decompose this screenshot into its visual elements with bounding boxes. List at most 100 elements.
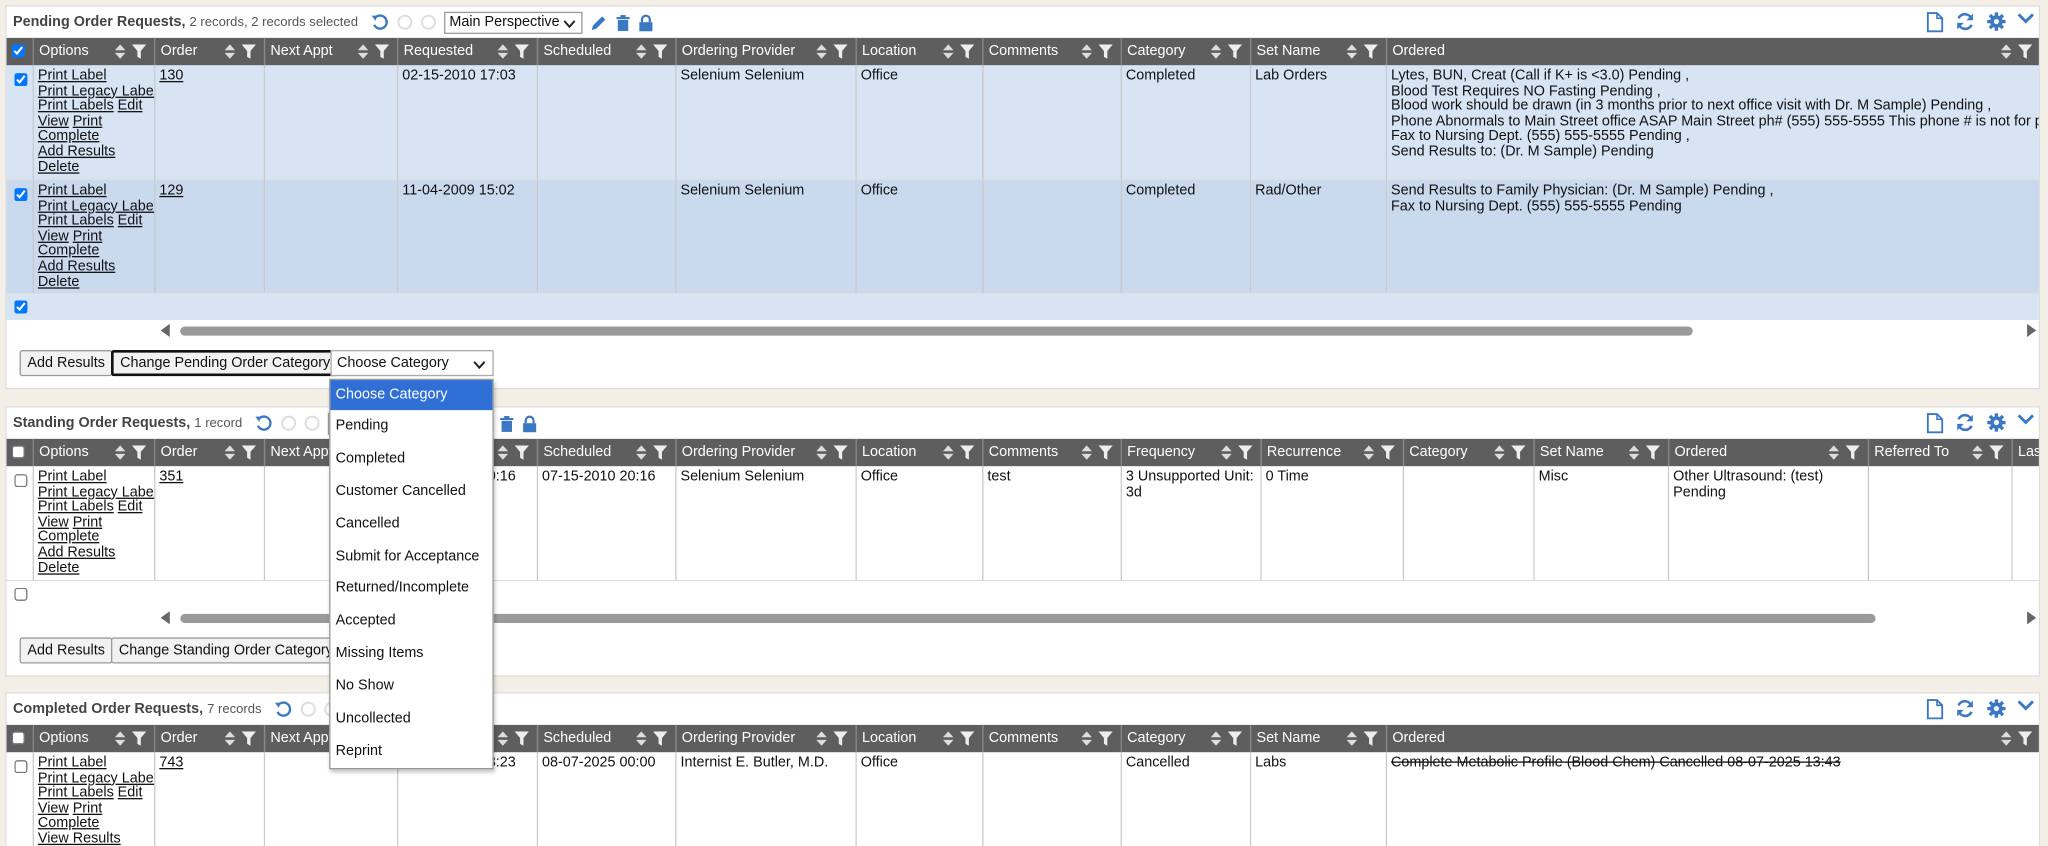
- chev-button[interactable]: [2017, 413, 2035, 426]
- row-checkbox[interactable]: [14, 73, 28, 87]
- action-button[interactable]: Change Standing Order Category: [111, 637, 341, 664]
- option-link[interactable]: Print Labels: [37, 785, 114, 801]
- category-select[interactable]: Choose Category: [330, 350, 494, 377]
- dropdown-option[interactable]: Cancelled: [335, 515, 400, 532]
- sort-icon[interactable]: [816, 44, 827, 59]
- sort-icon[interactable]: [1972, 445, 1983, 460]
- delete-button[interactable]: [500, 415, 516, 432]
- filter-icon[interactable]: [241, 445, 256, 460]
- option-link[interactable]: Print Labels: [37, 499, 114, 515]
- chev-button[interactable]: [2017, 12, 2035, 25]
- option-link[interactable]: Print Legacy Label: [37, 83, 156, 99]
- sort-icon[interactable]: [497, 731, 509, 746]
- sort-icon[interactable]: [1494, 445, 1505, 460]
- option-link[interactable]: View Results: [37, 830, 121, 846]
- column-header[interactable]: Order: [155, 37, 266, 66]
- dropdown-option[interactable]: Missing Items: [335, 645, 424, 662]
- doc-button[interactable]: [1926, 12, 1944, 33]
- sort-icon[interactable]: [636, 44, 647, 59]
- column-header[interactable]: Location: [856, 438, 984, 467]
- option-link[interactable]: Print: [72, 514, 103, 530]
- refresh-button[interactable]: [1955, 699, 1975, 719]
- dropdown-option[interactable]: Returned/Incomplete: [335, 580, 470, 597]
- option-link[interactable]: View: [37, 113, 69, 130]
- filter-icon[interactable]: [959, 44, 975, 59]
- row-checkbox[interactable]: [14, 760, 28, 774]
- filter-icon[interactable]: [2017, 44, 2033, 59]
- filter-icon[interactable]: [1380, 445, 1395, 460]
- sort-icon[interactable]: [1363, 445, 1375, 460]
- option-link[interactable]: Add Results: [37, 258, 116, 275]
- filter-icon[interactable]: [1511, 445, 1526, 460]
- action-button[interactable]: Add Results: [19, 637, 113, 664]
- option-link[interactable]: Print Legacy Label: [37, 197, 156, 214]
- dropdown-option[interactable]: No Show: [335, 678, 394, 694]
- doc-button[interactable]: [1926, 699, 1944, 720]
- undo-button[interactable]: [371, 13, 389, 31]
- undo-button[interactable]: [255, 414, 273, 432]
- scroll-left[interactable]: [160, 611, 171, 625]
- filter-icon[interactable]: [833, 44, 848, 59]
- option-link[interactable]: Edit: [117, 213, 143, 229]
- chev-button[interactable]: [2017, 699, 2035, 712]
- option-link[interactable]: Print Labels: [37, 213, 114, 229]
- option-link[interactable]: Print Label: [37, 754, 107, 771]
- filter-icon[interactable]: [131, 44, 147, 59]
- dropdown-option[interactable]: Choose Category: [330, 380, 493, 411]
- dropdown-option[interactable]: Uncollected: [335, 710, 411, 727]
- sort-icon[interactable]: [114, 44, 126, 59]
- filter-icon[interactable]: [653, 731, 668, 746]
- sort-icon[interactable]: [497, 44, 509, 59]
- column-header[interactable]: Ordered: [1669, 438, 1870, 467]
- sort-icon[interactable]: [1828, 445, 1840, 460]
- filter-icon[interactable]: [959, 731, 975, 746]
- row-checkbox[interactable]: [14, 474, 28, 488]
- sort-icon[interactable]: [114, 445, 126, 460]
- filter-icon[interactable]: [131, 731, 147, 746]
- sort-icon[interactable]: [943, 44, 954, 59]
- dropdown-option[interactable]: Reprint: [335, 743, 382, 759]
- option-link[interactable]: Print Legacy Label: [37, 770, 156, 786]
- sort-icon[interactable]: [2000, 44, 2012, 59]
- scroll-thumb[interactable]: [180, 326, 1693, 336]
- filter-icon[interactable]: [1238, 445, 1253, 460]
- option-link[interactable]: Edit: [117, 785, 143, 801]
- column-header[interactable]: Options: [33, 438, 156, 467]
- sort-icon[interactable]: [1346, 731, 1358, 746]
- column-header[interactable]: Location: [856, 37, 984, 66]
- filter-icon[interactable]: [1098, 731, 1113, 746]
- option-link[interactable]: Print: [72, 228, 103, 244]
- column-header[interactable]: Order: [155, 724, 266, 753]
- dropdown-option[interactable]: Submit for Acceptance: [335, 547, 480, 564]
- option-link[interactable]: Print Label: [37, 182, 107, 199]
- option-link[interactable]: Edit: [117, 499, 143, 515]
- sort-icon[interactable]: [224, 44, 236, 59]
- select-all-checkbox[interactable]: [11, 445, 25, 459]
- sort-icon[interactable]: [1081, 44, 1092, 59]
- filter-icon[interactable]: [131, 445, 147, 460]
- lock-button[interactable]: [523, 414, 537, 432]
- column-header[interactable]: Ordering Provider: [676, 724, 857, 753]
- option-link[interactable]: Print: [72, 800, 103, 817]
- filter-icon[interactable]: [514, 44, 529, 59]
- option-link[interactable]: Delete: [37, 559, 80, 576]
- filter-icon[interactable]: [1227, 731, 1243, 746]
- filter-icon[interactable]: [959, 445, 975, 460]
- column-header[interactable]: Set Name: [1534, 438, 1670, 467]
- dropdown-option[interactable]: Completed: [335, 450, 406, 467]
- filter-icon[interactable]: [241, 44, 256, 59]
- sort-icon[interactable]: [1346, 44, 1358, 59]
- sort-icon[interactable]: [1210, 44, 1222, 59]
- column-header[interactable]: Category: [1121, 37, 1252, 66]
- column-header[interactable]: Ordering Provider: [676, 37, 857, 66]
- filter-icon[interactable]: [514, 731, 529, 746]
- row-checkbox[interactable]: [14, 188, 28, 202]
- option-link[interactable]: Print Label: [37, 468, 107, 485]
- option-link[interactable]: Print Labels: [37, 98, 114, 114]
- dropdown-option[interactable]: Accepted: [335, 613, 396, 629]
- sort-icon[interactable]: [114, 731, 126, 746]
- order-link[interactable]: 130: [159, 67, 184, 84]
- filter-icon[interactable]: [1098, 445, 1113, 460]
- scroll-left[interactable]: [160, 323, 171, 337]
- gear-button[interactable]: [1987, 413, 2007, 433]
